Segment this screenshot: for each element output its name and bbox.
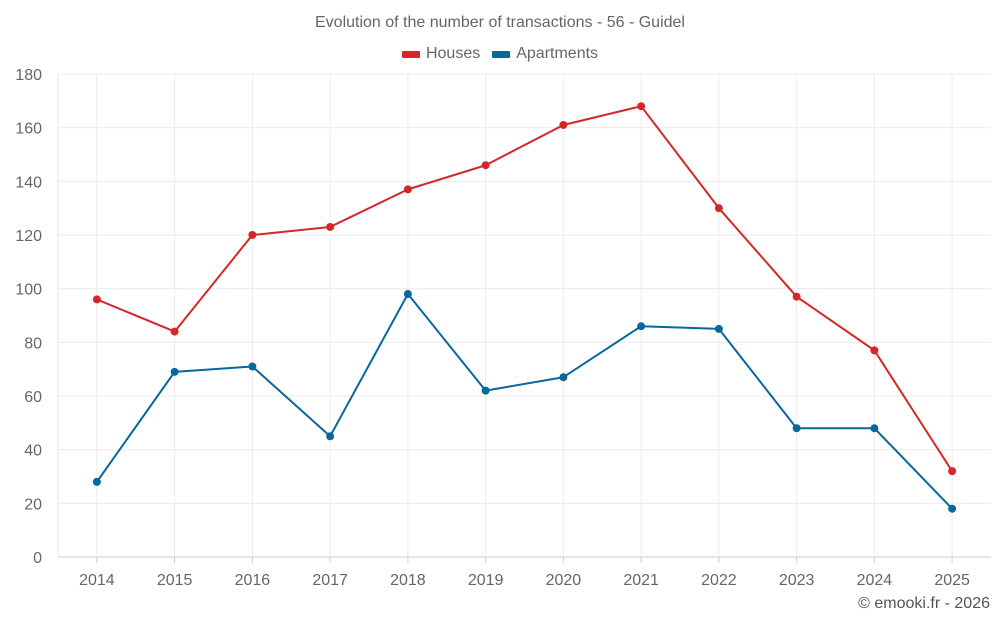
data-point-houses [481, 161, 490, 170]
x-tick-label: 2014 [79, 572, 115, 589]
x-tick-label: 2019 [468, 572, 504, 589]
y-tick-label: 160 [15, 121, 42, 138]
x-tick-label: 2015 [157, 572, 193, 589]
data-point-apartments [870, 424, 879, 433]
y-tick-label: 0 [33, 550, 42, 567]
x-tick-label: 2017 [312, 572, 348, 589]
data-point-apartments [714, 324, 723, 333]
data-point-houses [792, 292, 801, 301]
data-point-houses [248, 231, 257, 239]
data-point-houses [714, 204, 723, 213]
data-point-apartments [403, 290, 412, 299]
x-tick-label: 2020 [546, 572, 582, 589]
data-point-houses [637, 102, 646, 111]
y-tick-label: 60 [24, 389, 42, 406]
data-point-houses [403, 185, 412, 194]
x-tick-label: 2022 [701, 572, 737, 589]
data-point-apartments [170, 367, 179, 376]
series-line-houses [96, 105, 953, 472]
y-tick-label: 180 [15, 67, 42, 84]
data-point-houses [170, 327, 179, 336]
data-point-apartments [637, 322, 646, 331]
legend-swatch-houses [401, 50, 420, 58]
data-point-houses [326, 222, 335, 231]
data-point-apartments [948, 504, 957, 513]
data-point-apartments [792, 424, 801, 433]
x-tick-label: 2023 [779, 572, 815, 589]
y-tick-label: 80 [24, 335, 42, 352]
y-tick-label: 140 [15, 174, 42, 191]
x-tick-label: 2021 [623, 572, 659, 589]
y-tick-label: 40 [24, 443, 42, 460]
y-tick-label: 100 [15, 282, 42, 299]
data-point-houses [870, 346, 879, 355]
series-line-apartments [96, 293, 953, 510]
data-point-apartments [559, 373, 568, 382]
x-tick-label: 2016 [235, 572, 271, 589]
data-point-houses [92, 295, 101, 304]
y-tick-label: 120 [15, 228, 42, 245]
x-tick-label: 2018 [390, 572, 426, 589]
chart-title: Evolution of the number of transactions … [315, 14, 685, 31]
legend-label-apartments: Apartments [516, 45, 599, 62]
legend-item-apartments[interactable]: Apartments [492, 45, 598, 63]
data-point-houses [948, 467, 957, 476]
data-point-houses [559, 120, 568, 129]
data-point-apartments [481, 386, 490, 395]
x-tick-label: 2024 [857, 572, 893, 589]
data-point-apartments [326, 432, 335, 441]
data-point-apartments [92, 477, 101, 486]
legend: Houses Apartments [0, 45, 1000, 63]
copyright-footer: © emooki.fr - 2026 [858, 595, 990, 612]
data-point-apartments [248, 362, 257, 371]
legend-item-houses[interactable]: Houses [401, 45, 481, 63]
x-tick-label: 2025 [934, 572, 970, 589]
y-tick-label: 20 [24, 496, 42, 513]
legend-label-houses: Houses [425, 45, 481, 62]
legend-swatch-apartments [492, 50, 511, 58]
